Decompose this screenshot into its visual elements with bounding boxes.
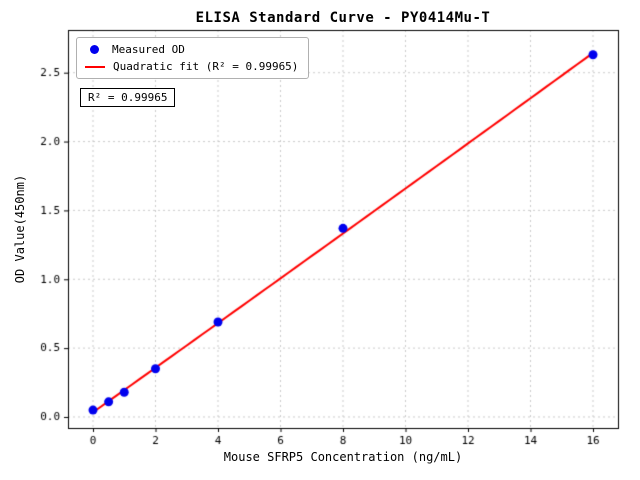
legend-item-quadratic-fit: Quadratic fit (R² = 0.99965) <box>85 60 298 73</box>
line-swatch-icon <box>85 65 105 68</box>
scatter-marker-icon <box>90 45 99 54</box>
legend: Measured OD Quadratic fit (R² = 0.99965) <box>76 37 310 79</box>
legend-item-measured-od: Measured OD <box>85 43 298 56</box>
legend-label-quadratic-fit: Quadratic fit (R² = 0.99965) <box>113 60 299 73</box>
y-axis-label: OD Value(450nm) <box>13 174 27 284</box>
r-squared-annotation: R² = 0.99965 <box>80 88 176 107</box>
x-axis-label: Mouse SFRP5 Concentration (ng/mL) <box>223 450 463 464</box>
chart-title: ELISA Standard Curve - PY0414Mu-T <box>195 10 491 26</box>
legend-label-measured-od: Measured OD <box>112 43 185 56</box>
